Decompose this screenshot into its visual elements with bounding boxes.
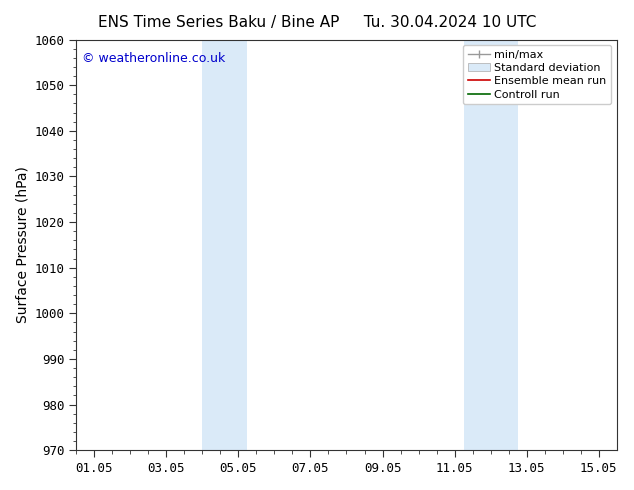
Bar bbox=[202, 40, 247, 450]
Y-axis label: Surface Pressure (hPa): Surface Pressure (hPa) bbox=[15, 167, 29, 323]
Text: ENS Time Series Baku / Bine AP     Tu. 30.04.2024 10 UTC: ENS Time Series Baku / Bine AP Tu. 30.04… bbox=[98, 15, 536, 30]
Bar bbox=[463, 40, 517, 450]
Text: © weatheronline.co.uk: © weatheronline.co.uk bbox=[82, 52, 225, 65]
Legend: min/max, Standard deviation, Ensemble mean run, Controll run: min/max, Standard deviation, Ensemble me… bbox=[463, 45, 611, 104]
